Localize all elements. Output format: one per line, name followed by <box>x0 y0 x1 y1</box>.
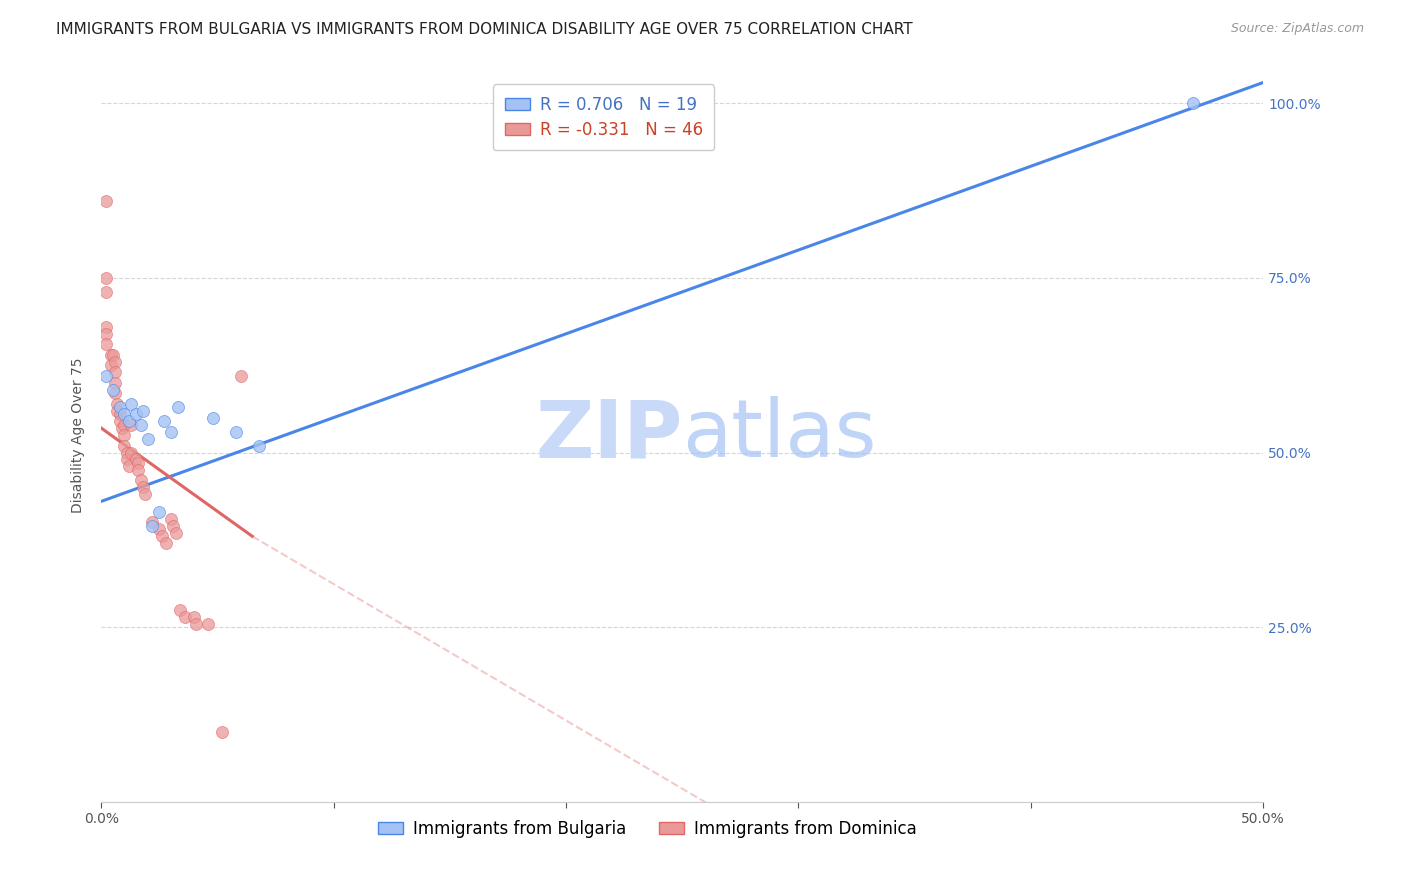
Point <box>108 414 131 428</box>
Point <box>94 368 117 383</box>
Point <box>100 358 122 372</box>
Point <box>125 452 148 467</box>
Point <box>141 518 163 533</box>
Point <box>150 529 173 543</box>
Point <box>225 425 247 439</box>
Point <box>141 516 163 530</box>
Text: Source: ZipAtlas.com: Source: ZipAtlas.com <box>1230 22 1364 36</box>
Point <box>114 417 136 432</box>
Point <box>120 445 142 459</box>
Point <box>94 271 117 285</box>
Point <box>104 386 127 401</box>
Legend: Immigrants from Bulgaria, Immigrants from Dominica: Immigrants from Bulgaria, Immigrants fro… <box>371 814 924 845</box>
Point <box>111 421 134 435</box>
Point <box>94 337 117 351</box>
Point <box>160 425 183 439</box>
Point <box>129 474 152 488</box>
Y-axis label: Disability Age Over 75: Disability Age Over 75 <box>72 358 86 513</box>
Point <box>155 536 177 550</box>
Point <box>114 428 136 442</box>
Point <box>120 397 142 411</box>
Point <box>160 512 183 526</box>
Point <box>118 414 141 428</box>
Point <box>132 480 155 494</box>
Point <box>127 456 149 470</box>
Point <box>211 724 233 739</box>
Point <box>125 407 148 421</box>
Point <box>136 432 159 446</box>
Text: IMMIGRANTS FROM BULGARIA VS IMMIGRANTS FROM DOMINICA DISABILITY AGE OVER 75 CORR: IMMIGRANTS FROM BULGARIA VS IMMIGRANTS F… <box>56 22 912 37</box>
Point <box>94 326 117 341</box>
Point <box>173 609 195 624</box>
Point <box>94 319 117 334</box>
Point <box>132 403 155 417</box>
Point <box>197 616 219 631</box>
Point <box>134 487 156 501</box>
Point <box>101 348 124 362</box>
Point <box>94 194 117 209</box>
Point <box>115 445 138 459</box>
Point <box>165 525 187 540</box>
Point <box>1182 96 1205 111</box>
Text: ZIP: ZIP <box>534 396 682 474</box>
Point <box>104 355 127 369</box>
Point <box>104 365 127 379</box>
Text: atlas: atlas <box>682 396 876 474</box>
Point <box>127 463 149 477</box>
Point <box>115 452 138 467</box>
Point <box>118 459 141 474</box>
Point <box>247 438 270 452</box>
Point <box>108 400 131 414</box>
Point <box>229 368 252 383</box>
Point <box>201 410 224 425</box>
Point <box>94 285 117 299</box>
Point <box>162 518 184 533</box>
Point <box>120 417 142 432</box>
Point <box>107 403 129 417</box>
Point <box>186 616 208 631</box>
Point <box>114 438 136 452</box>
Point <box>148 522 170 536</box>
Point <box>183 609 205 624</box>
Point <box>167 400 190 414</box>
Point <box>104 376 127 390</box>
Point <box>108 407 131 421</box>
Point <box>153 414 176 428</box>
Point <box>169 602 191 616</box>
Point <box>148 505 170 519</box>
Point <box>100 348 122 362</box>
Point <box>107 397 129 411</box>
Point <box>114 407 136 421</box>
Point <box>129 417 152 432</box>
Point <box>101 383 124 397</box>
